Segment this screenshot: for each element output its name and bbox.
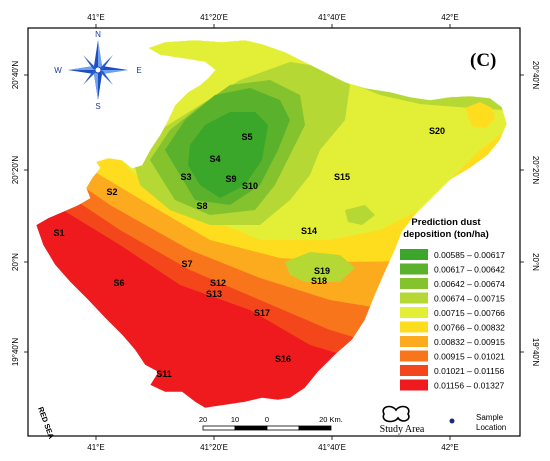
legend-title-line2: deposition (ton/ha): [403, 229, 489, 240]
legend-range-label: 0.00674 – 0.00715: [434, 294, 505, 304]
legend-swatch: [400, 336, 428, 347]
legend-swatch: [400, 365, 428, 376]
site-label-s18: S18: [311, 276, 327, 286]
legend-items: 0.00585 – 0.00617 0.00617 – 0.00642 0.0064…: [400, 249, 505, 391]
lat-tick-left-20-40n: 20°40'N: [11, 61, 20, 90]
legend-range-label: 0.00915 – 0.01021: [434, 352, 505, 362]
legend-swatch: [400, 321, 428, 333]
site-label-s17: S17: [254, 308, 270, 318]
lat-tick-right-20-40n: 20°40'N: [531, 61, 540, 90]
legend-range-label: 0.00642 – 0.00674: [434, 279, 505, 289]
scale-bar: [202, 425, 332, 431]
site-label-s15: S15: [334, 172, 350, 182]
study-area-icon: [382, 405, 410, 423]
compass-east-label: E: [136, 66, 141, 75]
scale-label-10: 10: [231, 415, 239, 424]
lon-tick-top-41-20e: 41°20'E: [200, 13, 228, 22]
legend-range-label: 0.01021 – 0.01156: [434, 366, 505, 376]
compass-south-label: S: [95, 102, 100, 111]
site-label-s3: S3: [180, 172, 191, 182]
site-label-s6: S6: [113, 278, 124, 288]
lon-tick-bottom-41-40e: 41°40'E: [318, 443, 346, 452]
site-label-s11: S11: [156, 369, 172, 379]
site-label-s4: S4: [209, 154, 220, 164]
site-label-s12: S12: [210, 278, 226, 288]
site-label-s19: S19: [314, 266, 330, 276]
study-area-outline: [35, 39, 508, 409]
legend-range-label: 0.00766 – 0.00832: [434, 323, 505, 333]
lat-tick-left-20-20n: 20°20'N: [11, 156, 20, 185]
lon-tick-top-41e: 41°E: [87, 13, 104, 22]
scale-label-20-left: 20: [199, 415, 207, 424]
compass-west-label: W: [54, 66, 62, 75]
scale-label-20-km: 20 Km.: [319, 415, 343, 424]
legend-swatch: [400, 292, 428, 304]
legend: Prediction dust deposition (ton/ha) 0.00…: [400, 217, 505, 391]
lat-tick-right-20-20n: 20°20'N: [531, 156, 540, 185]
legend-range-label: 0.00617 – 0.00642: [434, 265, 505, 275]
site-label-s16: S16: [275, 354, 291, 364]
panel-label: (C): [470, 50, 496, 71]
legend-range-label: 0.00832 – 0.00915: [434, 337, 505, 347]
lon-tick-bottom-41e: 41°E: [87, 443, 104, 452]
legend-swatch: [400, 249, 428, 260]
lat-tick-left-20n: 20°N: [11, 253, 20, 271]
lat-tick-right-20n: 20°N: [531, 253, 540, 271]
legend-title-line1: Prediction dust: [411, 217, 481, 228]
graticule-ticks: [24, 24, 524, 440]
legend-range-label: 0.00715 – 0.00766: [434, 308, 505, 318]
lon-tick-top-41-40e: 41°40'E: [318, 13, 346, 22]
scale-label-0: 0: [265, 415, 269, 424]
lon-tick-top-42e: 42°E: [441, 13, 458, 22]
site-label-s10: S10: [242, 181, 258, 191]
site-label-s13: S13: [206, 289, 222, 299]
site-label-s7: S7: [181, 259, 192, 269]
site-label-s1: S1: [53, 228, 64, 238]
compass-north-label: N: [95, 30, 101, 39]
sample-location-label: Sample Location: [476, 413, 506, 432]
sample-location-icon: [449, 418, 455, 424]
site-label-s2: S2: [106, 187, 117, 197]
site-label-s5: S5: [241, 132, 252, 142]
site-label-s8: S8: [196, 201, 207, 211]
lon-tick-bottom-42e: 42°E: [441, 443, 458, 452]
legend-swatch: [400, 307, 428, 318]
site-label-s20: S20: [429, 126, 445, 136]
site-label-s9: S9: [225, 174, 236, 184]
lon-tick-bottom-41-20e: 41°20'E: [200, 443, 228, 452]
legend-swatch: [400, 263, 428, 275]
legend-swatch: [400, 278, 428, 289]
legend-swatch: [400, 379, 428, 391]
legend-range-label: 0.01156 – 0.01327: [434, 381, 505, 391]
legend-range-label: 0.00585 – 0.00617: [434, 250, 505, 260]
lat-tick-left-19-40n: 19°40'N: [11, 338, 20, 367]
north-arrow-icon: [68, 40, 128, 100]
site-label-s14: S14: [301, 226, 317, 236]
study-area-label: Study Area: [380, 424, 425, 435]
legend-swatch: [400, 350, 428, 362]
lat-tick-right-19-40n: 19°40'N: [531, 338, 540, 367]
